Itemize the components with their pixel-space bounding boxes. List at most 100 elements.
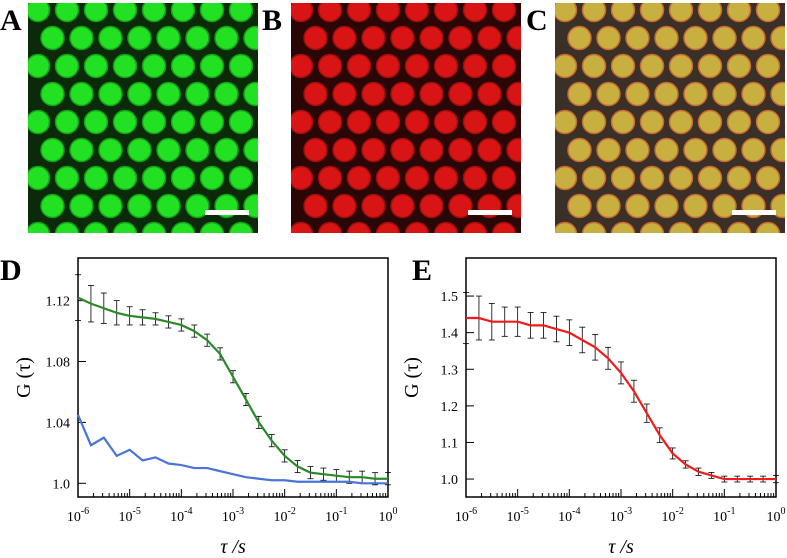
droplet	[683, 81, 708, 107]
droplet	[581, 221, 607, 233]
droplet	[683, 25, 708, 51]
droplet	[228, 165, 254, 191]
y-tick-label: 1.04	[46, 416, 71, 431]
droplet	[228, 221, 254, 233]
droplet	[54, 53, 80, 79]
droplet	[127, 137, 152, 163]
droplet	[668, 109, 694, 135]
droplet	[596, 137, 621, 163]
droplet	[555, 3, 578, 23]
droplet	[683, 193, 708, 219]
droplet	[257, 119, 258, 125]
scale-bar	[468, 210, 512, 215]
droplet	[491, 53, 517, 79]
droplet	[199, 3, 225, 23]
droplet	[361, 81, 386, 107]
droplet	[303, 81, 328, 107]
x-tick-label: 10-3	[610, 506, 632, 525]
droplet	[170, 3, 196, 23]
droplet	[477, 81, 502, 107]
droplet	[112, 109, 138, 135]
x-axis-label: τ /s	[220, 536, 246, 558]
error-bar	[75, 274, 81, 321]
x-tick-label: 10-3	[222, 506, 244, 525]
droplet	[112, 221, 138, 233]
droplet	[199, 221, 225, 233]
droplet	[668, 53, 694, 79]
microscopy-image	[291, 3, 521, 233]
droplet	[127, 25, 152, 51]
scale-bar	[205, 210, 249, 215]
data-line	[76, 414, 388, 485]
droplet	[433, 3, 459, 23]
droplet	[199, 165, 225, 191]
droplet	[755, 109, 781, 135]
droplet	[555, 53, 578, 79]
y-tick-label: 1.08	[46, 356, 71, 371]
droplet	[726, 221, 752, 233]
droplet	[712, 25, 737, 51]
droplet	[404, 221, 430, 233]
droplet	[98, 137, 123, 163]
droplet	[755, 3, 781, 23]
x-axis-label: τ /s	[608, 536, 634, 558]
droplet	[54, 3, 80, 23]
droplet	[291, 109, 314, 135]
droplet	[625, 193, 650, 219]
droplet	[317, 3, 343, 23]
droplet	[448, 81, 473, 107]
droplet	[83, 53, 109, 79]
droplet	[755, 221, 781, 233]
droplet	[596, 81, 621, 107]
droplet	[83, 3, 109, 23]
droplet	[596, 25, 621, 51]
droplet	[40, 81, 65, 107]
droplet	[375, 221, 401, 233]
droplet	[404, 3, 430, 23]
droplet	[567, 193, 592, 219]
droplet	[654, 25, 679, 51]
droplet	[726, 109, 752, 135]
droplet	[28, 3, 51, 23]
droplet	[54, 165, 80, 191]
droplet	[214, 25, 239, 51]
droplet	[491, 165, 517, 191]
droplet	[141, 221, 167, 233]
droplet	[726, 53, 752, 79]
droplet	[462, 109, 488, 135]
droplet	[291, 165, 314, 191]
x-tick-label: 10-5	[506, 506, 528, 525]
data-line	[466, 316, 776, 481]
droplet	[156, 193, 181, 219]
droplet	[567, 81, 592, 107]
droplet	[332, 193, 357, 219]
droplet	[361, 137, 386, 163]
y-tick-label: 1.12	[46, 295, 71, 310]
droplet	[185, 193, 210, 219]
x-tick-label: 10-1	[325, 506, 347, 525]
x-tick-label: 100	[767, 506, 786, 525]
droplet	[361, 25, 386, 51]
droplet	[770, 137, 785, 163]
droplet	[28, 53, 51, 79]
droplet	[697, 165, 723, 191]
image-content	[291, 3, 521, 233]
droplet	[596, 193, 621, 219]
droplet	[639, 109, 665, 135]
droplet	[28, 165, 51, 191]
droplet	[257, 63, 258, 69]
droplet	[291, 221, 314, 233]
droplet	[741, 81, 766, 107]
droplet	[625, 81, 650, 107]
image-content	[28, 3, 258, 233]
droplet	[199, 109, 225, 135]
droplet	[639, 53, 665, 79]
droplet	[257, 175, 258, 181]
droplet	[375, 3, 401, 23]
droplet	[346, 221, 372, 233]
y-tick-label: 1.5	[441, 290, 459, 305]
droplet	[625, 25, 650, 51]
x-tick-label: 10-2	[273, 506, 295, 525]
droplet	[770, 81, 785, 107]
droplet	[98, 193, 123, 219]
